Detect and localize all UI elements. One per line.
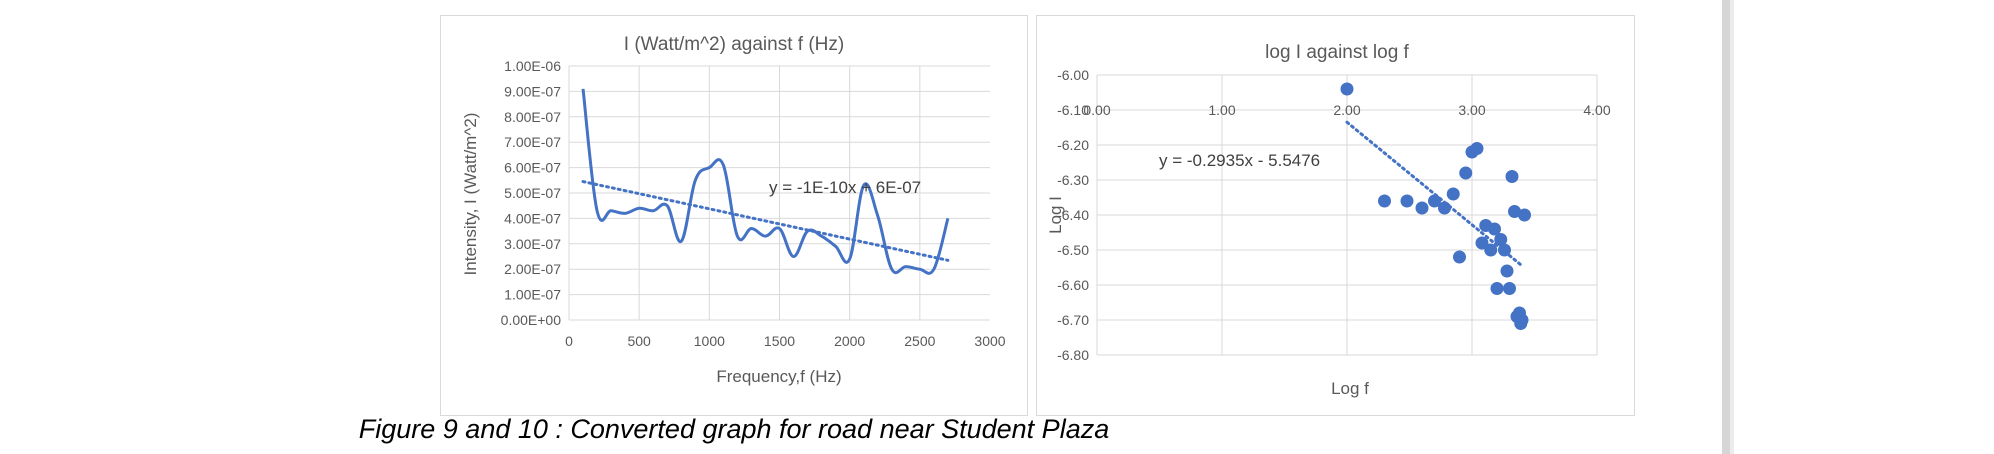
y-tick-label: 6.00E-07: [504, 160, 561, 176]
x-tick-label: 1.00: [1208, 102, 1235, 118]
figure-caption: Figure 9 and 10 : Converted graph for ro…: [358, 414, 1110, 444]
x-tick-label: 1500: [764, 333, 795, 349]
x-tick-label: 500: [627, 333, 651, 349]
scatter-point: [1508, 205, 1521, 218]
y-axis-title: Intensity, I (Watt/m^2): [461, 113, 480, 276]
scatter-point: [1340, 82, 1354, 96]
scatter-point: [1515, 313, 1529, 327]
x-tick-label: 3.00: [1458, 102, 1485, 118]
y-tick-label: -6.80: [1057, 347, 1089, 363]
y-tick-label: -6.60: [1057, 277, 1089, 293]
chart-log-intensity-vs-log-frequency: -6.00 -6.10 -6.20 -6.30 -6.40 -6.50 -6.60 -6.70…: [1036, 15, 1635, 416]
x-tick-label: 0: [565, 333, 573, 349]
trendline: [581, 180, 950, 262]
y-tick-label: 9.00E-07: [504, 83, 561, 99]
scatter-point: [1488, 222, 1501, 236]
chart-1-svg: 0.00E+00 1.00E-07 2.00E-07 3.00E-07 4.00E-07…: [461, 34, 1006, 386]
scrollbar-track[interactable]: [1722, 0, 1730, 454]
series-line-intensity: [581, 88, 950, 275]
scatter-point: [1505, 170, 1519, 183]
x-tick-label: 0.00: [1083, 102, 1110, 118]
y-tick-label: 2.00E-07: [504, 261, 561, 277]
y-tick-label: 7.00E-07: [504, 134, 561, 150]
x-tick-label: 2500: [904, 333, 935, 349]
y-tick-label: 1.00E-06: [504, 58, 561, 74]
y-tick-label: -6.20: [1057, 137, 1089, 153]
scrollbar-edge: [1730, 0, 1734, 454]
scatter-point: [1470, 142, 1484, 155]
scatter-point: [1475, 236, 1489, 250]
scatter-point: [1453, 250, 1466, 264]
y-tick-label: 4.00E-07: [504, 210, 561, 226]
y-tick-label: -6.40: [1057, 207, 1089, 223]
scatter-point: [1484, 243, 1498, 257]
scatter-point: [1503, 282, 1516, 295]
scatter-point: [1459, 166, 1473, 180]
x-axis-title: Log f: [1331, 379, 1369, 398]
trendline-equation: y = -0.2935x - 5.5476: [1159, 151, 1320, 170]
chart-title: I (Watt/m^2) against f (Hz): [624, 34, 844, 55]
scatter-point: [1400, 194, 1414, 208]
x-axis-title: Frequency,f (Hz): [716, 367, 841, 386]
y-tick-label: 0.00E+00: [501, 312, 562, 328]
chart-intensity-vs-frequency: 0.00E+00 1.00E-07 2.00E-07 3.00E-07 4.00E-07…: [440, 15, 1028, 416]
x-tick-label: 2000: [834, 333, 865, 349]
scatter-point: [1500, 264, 1514, 278]
scatter-point: [1494, 233, 1508, 246]
scatter-point: [1438, 201, 1451, 215]
y-tick-label: -6.00: [1057, 67, 1089, 83]
y-tick-label: 3.00E-07: [504, 236, 561, 252]
y-tick-label: -6.30: [1057, 172, 1089, 188]
y-tick-label: -6.10: [1057, 102, 1089, 118]
x-tick-label: 2.00: [1333, 102, 1360, 118]
trendline: [1345, 120, 1524, 268]
trendline-equation: y = -1E-10x + 6E-07: [769, 178, 921, 197]
chart-2-svg: -6.00 -6.10 -6.20 -6.30 -6.40 -6.50 -6.60 -6.70…: [1046, 42, 1611, 398]
y-tick-label: 5.00E-07: [504, 185, 561, 201]
y-tick-label: 8.00E-07: [504, 109, 561, 125]
x-tick-label: 4.00: [1583, 102, 1610, 118]
scatter-point: [1498, 243, 1511, 257]
scatter-point: [1415, 201, 1429, 215]
scatter-point: [1428, 194, 1441, 208]
y-axis-title: Log I: [1046, 196, 1065, 234]
scatter-point: [1518, 208, 1531, 222]
x-tick-label: 3000: [974, 333, 1005, 349]
y-tick-label: -6.70: [1057, 312, 1089, 328]
scatter-point: [1378, 194, 1391, 208]
scatter-point: [1490, 282, 1504, 295]
y-tick-label: -6.50: [1057, 242, 1089, 258]
y-tick-label: 1.00E-07: [504, 287, 561, 303]
x-tick-label: 1000: [694, 333, 725, 349]
scatter-point: [1446, 187, 1460, 201]
chart-title: log I against log f: [1265, 42, 1409, 63]
